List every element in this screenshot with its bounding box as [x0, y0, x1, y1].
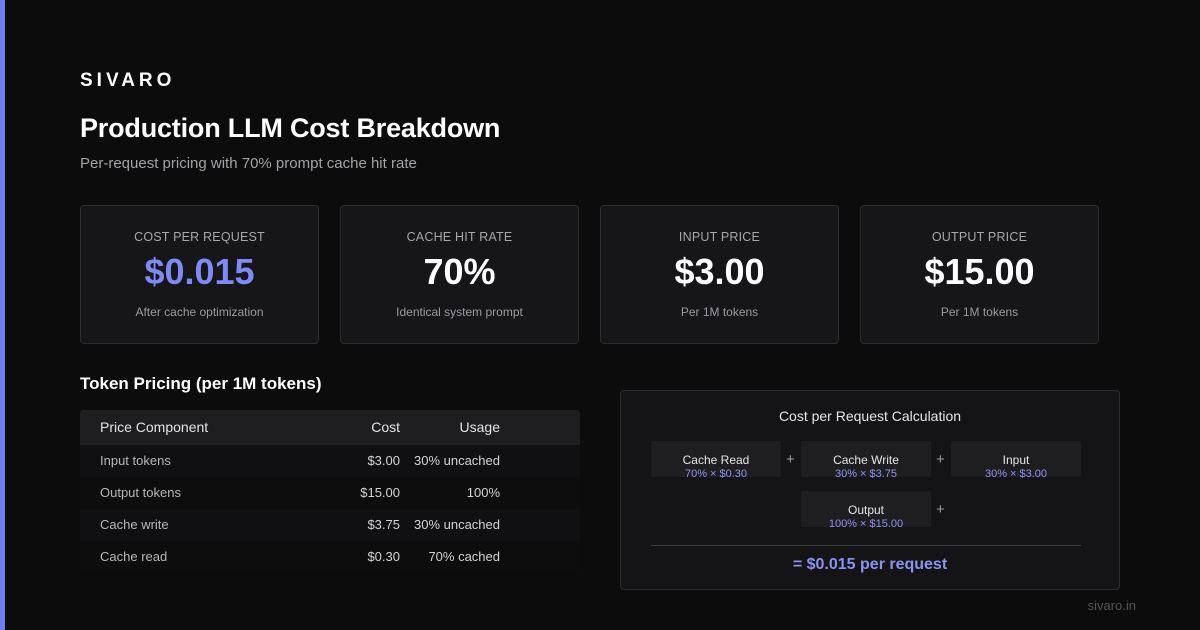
metric-label: COST PER REQUEST	[134, 230, 265, 244]
metric-value: $0.015	[144, 251, 255, 292]
cell-usage: 100%	[466, 485, 500, 500]
cell-component: Input tokens	[100, 453, 171, 468]
metric-card-cost-per-request: COST PER REQUEST $0.015 After cache opti…	[80, 205, 319, 344]
metric-value: $15.00	[924, 251, 1035, 292]
column-header-usage: Usage	[459, 419, 500, 435]
metric-card-input-price: INPUT PRICE $3.00 Per 1M tokens	[600, 205, 839, 344]
cell-usage: 70% cached	[428, 549, 500, 564]
cell-component: Cache read	[100, 549, 168, 564]
metric-note: Per 1M tokens	[940, 305, 1019, 319]
table-row: Cache read $0.30 70% cached	[80, 541, 580, 573]
page-subtitle: Per-request pricing with 70% prompt cach…	[80, 155, 417, 172]
metric-note: Identical system prompt	[396, 305, 523, 319]
plus-operator: +	[786, 451, 795, 468]
calc-term-formula: 30% × $3.75	[834, 468, 898, 480]
cell-component: Cache write	[100, 517, 169, 532]
pricing-table: Price Component Cost Usage Input tokens …	[80, 410, 580, 573]
calc-term-label: Output	[847, 503, 885, 517]
calc-term-label: Input	[1002, 453, 1030, 467]
footer-url: sivaro.in	[1087, 598, 1136, 613]
calc-term-cache-write: Cache Write 30% × $3.75	[801, 441, 931, 480]
plus-operator: +	[936, 501, 945, 518]
page-title: Production LLM Cost Breakdown	[80, 113, 501, 143]
calc-term-output: Output 100% × $15.00	[801, 491, 931, 530]
cell-cost: $0.30	[367, 549, 400, 564]
metric-note: After cache optimization	[135, 305, 264, 319]
column-header-cost: Cost	[371, 419, 400, 435]
metric-label: INPUT PRICE	[678, 230, 761, 244]
metric-value: $3.00	[674, 251, 765, 292]
calculation-total: = $0.015 per request	[792, 556, 948, 573]
accent-bar	[0, 0, 5, 630]
column-header-component: Price Component	[100, 419, 209, 435]
metric-card-output-price: OUTPUT PRICE $15.00 Per 1M tokens	[860, 205, 1099, 344]
table-row: Input tokens $3.00 30% uncached	[80, 445, 580, 477]
calc-term-label: Cache Read	[682, 453, 750, 467]
cell-cost: $3.75	[367, 517, 400, 532]
table-row: Cache write $3.75 30% uncached	[80, 509, 580, 541]
calc-term-cache-read: Cache Read 70% × $0.30	[651, 441, 781, 480]
calculation-panel: Cost per Request Calculation Cache Read …	[620, 390, 1120, 590]
cell-cost: $3.00	[367, 453, 400, 468]
calc-term-input: Input 30% × $3.00	[951, 441, 1081, 480]
plus-operator: +	[936, 451, 945, 468]
pricing-section-title: Token Pricing (per 1M tokens)	[80, 374, 322, 393]
cell-usage: 30% uncached	[413, 517, 500, 532]
cell-usage: 30% uncached	[413, 453, 500, 468]
table-row: Output tokens $15.00 100%	[80, 477, 580, 509]
cell-component: Output tokens	[100, 485, 181, 500]
table-header-row: Price Component Cost Usage	[80, 410, 580, 445]
cell-cost: $15.00	[360, 485, 400, 500]
metric-label: OUTPUT PRICE	[931, 230, 1028, 244]
metric-note: Per 1M tokens	[680, 305, 759, 319]
calc-term-formula: 70% × $0.30	[684, 468, 748, 480]
calculation-title: Cost per Request Calculation	[778, 408, 962, 424]
calc-term-formula: 30% × $3.00	[984, 468, 1048, 480]
metric-label: CACHE HIT RATE	[406, 230, 513, 244]
calc-term-formula: 100% × $15.00	[828, 518, 904, 530]
metric-value: 70%	[423, 251, 496, 292]
metric-card-cache-hit-rate: CACHE HIT RATE 70% Identical system prom…	[340, 205, 579, 344]
calculation-divider	[651, 545, 1081, 546]
brand-logo: SIVARO	[80, 70, 176, 91]
calc-term-label: Cache Write	[833, 453, 899, 467]
